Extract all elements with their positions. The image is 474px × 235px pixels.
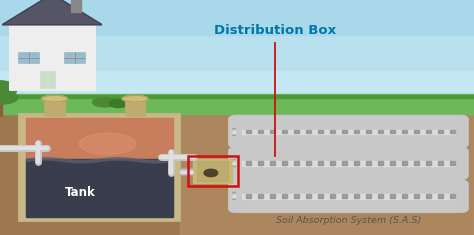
Bar xyxy=(283,161,287,165)
Ellipse shape xyxy=(0,84,17,97)
Bar xyxy=(40,70,55,88)
Ellipse shape xyxy=(122,95,148,102)
Bar xyxy=(180,114,474,235)
Bar xyxy=(0,0,474,35)
Bar xyxy=(258,161,263,165)
Bar xyxy=(64,52,85,63)
Bar xyxy=(246,161,251,165)
Bar xyxy=(438,194,443,198)
Ellipse shape xyxy=(0,81,13,91)
Bar xyxy=(44,101,65,116)
Bar xyxy=(355,161,359,165)
Bar xyxy=(391,161,395,165)
Bar xyxy=(283,130,287,133)
Ellipse shape xyxy=(41,95,67,102)
Bar xyxy=(0,34,474,70)
Bar xyxy=(197,161,228,181)
Bar xyxy=(342,130,347,133)
Bar xyxy=(378,161,383,165)
Bar xyxy=(9,25,95,90)
Bar xyxy=(450,194,455,198)
Bar xyxy=(0,94,474,114)
Bar xyxy=(355,194,359,198)
Bar xyxy=(330,194,335,198)
Bar xyxy=(426,161,431,165)
Bar xyxy=(378,130,383,133)
Text: Distribution Box: Distribution Box xyxy=(214,24,336,37)
Polygon shape xyxy=(2,0,102,25)
Bar xyxy=(246,194,251,198)
Bar xyxy=(242,194,455,199)
Bar xyxy=(402,194,407,198)
Bar xyxy=(246,130,251,133)
Bar xyxy=(378,194,383,198)
Bar xyxy=(319,130,323,133)
Bar xyxy=(342,194,347,198)
Bar xyxy=(188,156,238,186)
FancyBboxPatch shape xyxy=(228,180,468,213)
Bar xyxy=(0,100,2,116)
Bar xyxy=(438,161,443,165)
Bar xyxy=(426,194,431,198)
Bar xyxy=(0,105,474,235)
Bar xyxy=(125,101,146,116)
Bar xyxy=(294,130,299,133)
Bar xyxy=(258,130,263,133)
Bar xyxy=(438,130,443,133)
Bar xyxy=(306,194,311,198)
Bar xyxy=(319,194,323,198)
Bar xyxy=(19,114,180,221)
Ellipse shape xyxy=(109,99,128,107)
Bar xyxy=(342,161,347,165)
Bar xyxy=(402,130,407,133)
Bar xyxy=(391,130,395,133)
FancyBboxPatch shape xyxy=(228,115,468,148)
Bar xyxy=(242,130,455,134)
Bar xyxy=(294,194,299,198)
Bar xyxy=(18,52,39,63)
Bar xyxy=(402,161,407,165)
Ellipse shape xyxy=(204,169,218,177)
Bar xyxy=(271,130,275,133)
Bar xyxy=(330,130,335,133)
Ellipse shape xyxy=(457,151,467,176)
Bar xyxy=(414,130,419,133)
FancyBboxPatch shape xyxy=(228,147,468,180)
Bar xyxy=(26,118,173,162)
Bar xyxy=(306,130,311,133)
Bar xyxy=(193,159,232,183)
Bar xyxy=(355,130,359,133)
Bar xyxy=(414,194,419,198)
Bar xyxy=(450,161,455,165)
Ellipse shape xyxy=(80,133,136,155)
Bar xyxy=(258,194,263,198)
Bar xyxy=(26,159,173,217)
Bar xyxy=(306,161,311,165)
Ellipse shape xyxy=(457,184,467,208)
Bar xyxy=(366,194,371,198)
Bar xyxy=(294,161,299,165)
Bar xyxy=(283,194,287,198)
Bar xyxy=(242,161,455,166)
Bar xyxy=(71,0,82,12)
Bar xyxy=(366,161,371,165)
Ellipse shape xyxy=(457,119,467,144)
Ellipse shape xyxy=(92,98,116,107)
Bar xyxy=(330,161,335,165)
Bar xyxy=(450,130,455,133)
Bar xyxy=(426,130,431,133)
Bar xyxy=(391,194,395,198)
Text: Soil Absorption System (S.A.S): Soil Absorption System (S.A.S) xyxy=(276,216,421,225)
Bar xyxy=(271,194,275,198)
Bar xyxy=(319,161,323,165)
Ellipse shape xyxy=(0,91,18,104)
Bar xyxy=(0,95,474,98)
Bar xyxy=(271,161,275,165)
Text: Tank: Tank xyxy=(65,185,96,199)
Bar xyxy=(414,161,419,165)
Bar xyxy=(366,130,371,133)
Bar xyxy=(0,69,474,105)
